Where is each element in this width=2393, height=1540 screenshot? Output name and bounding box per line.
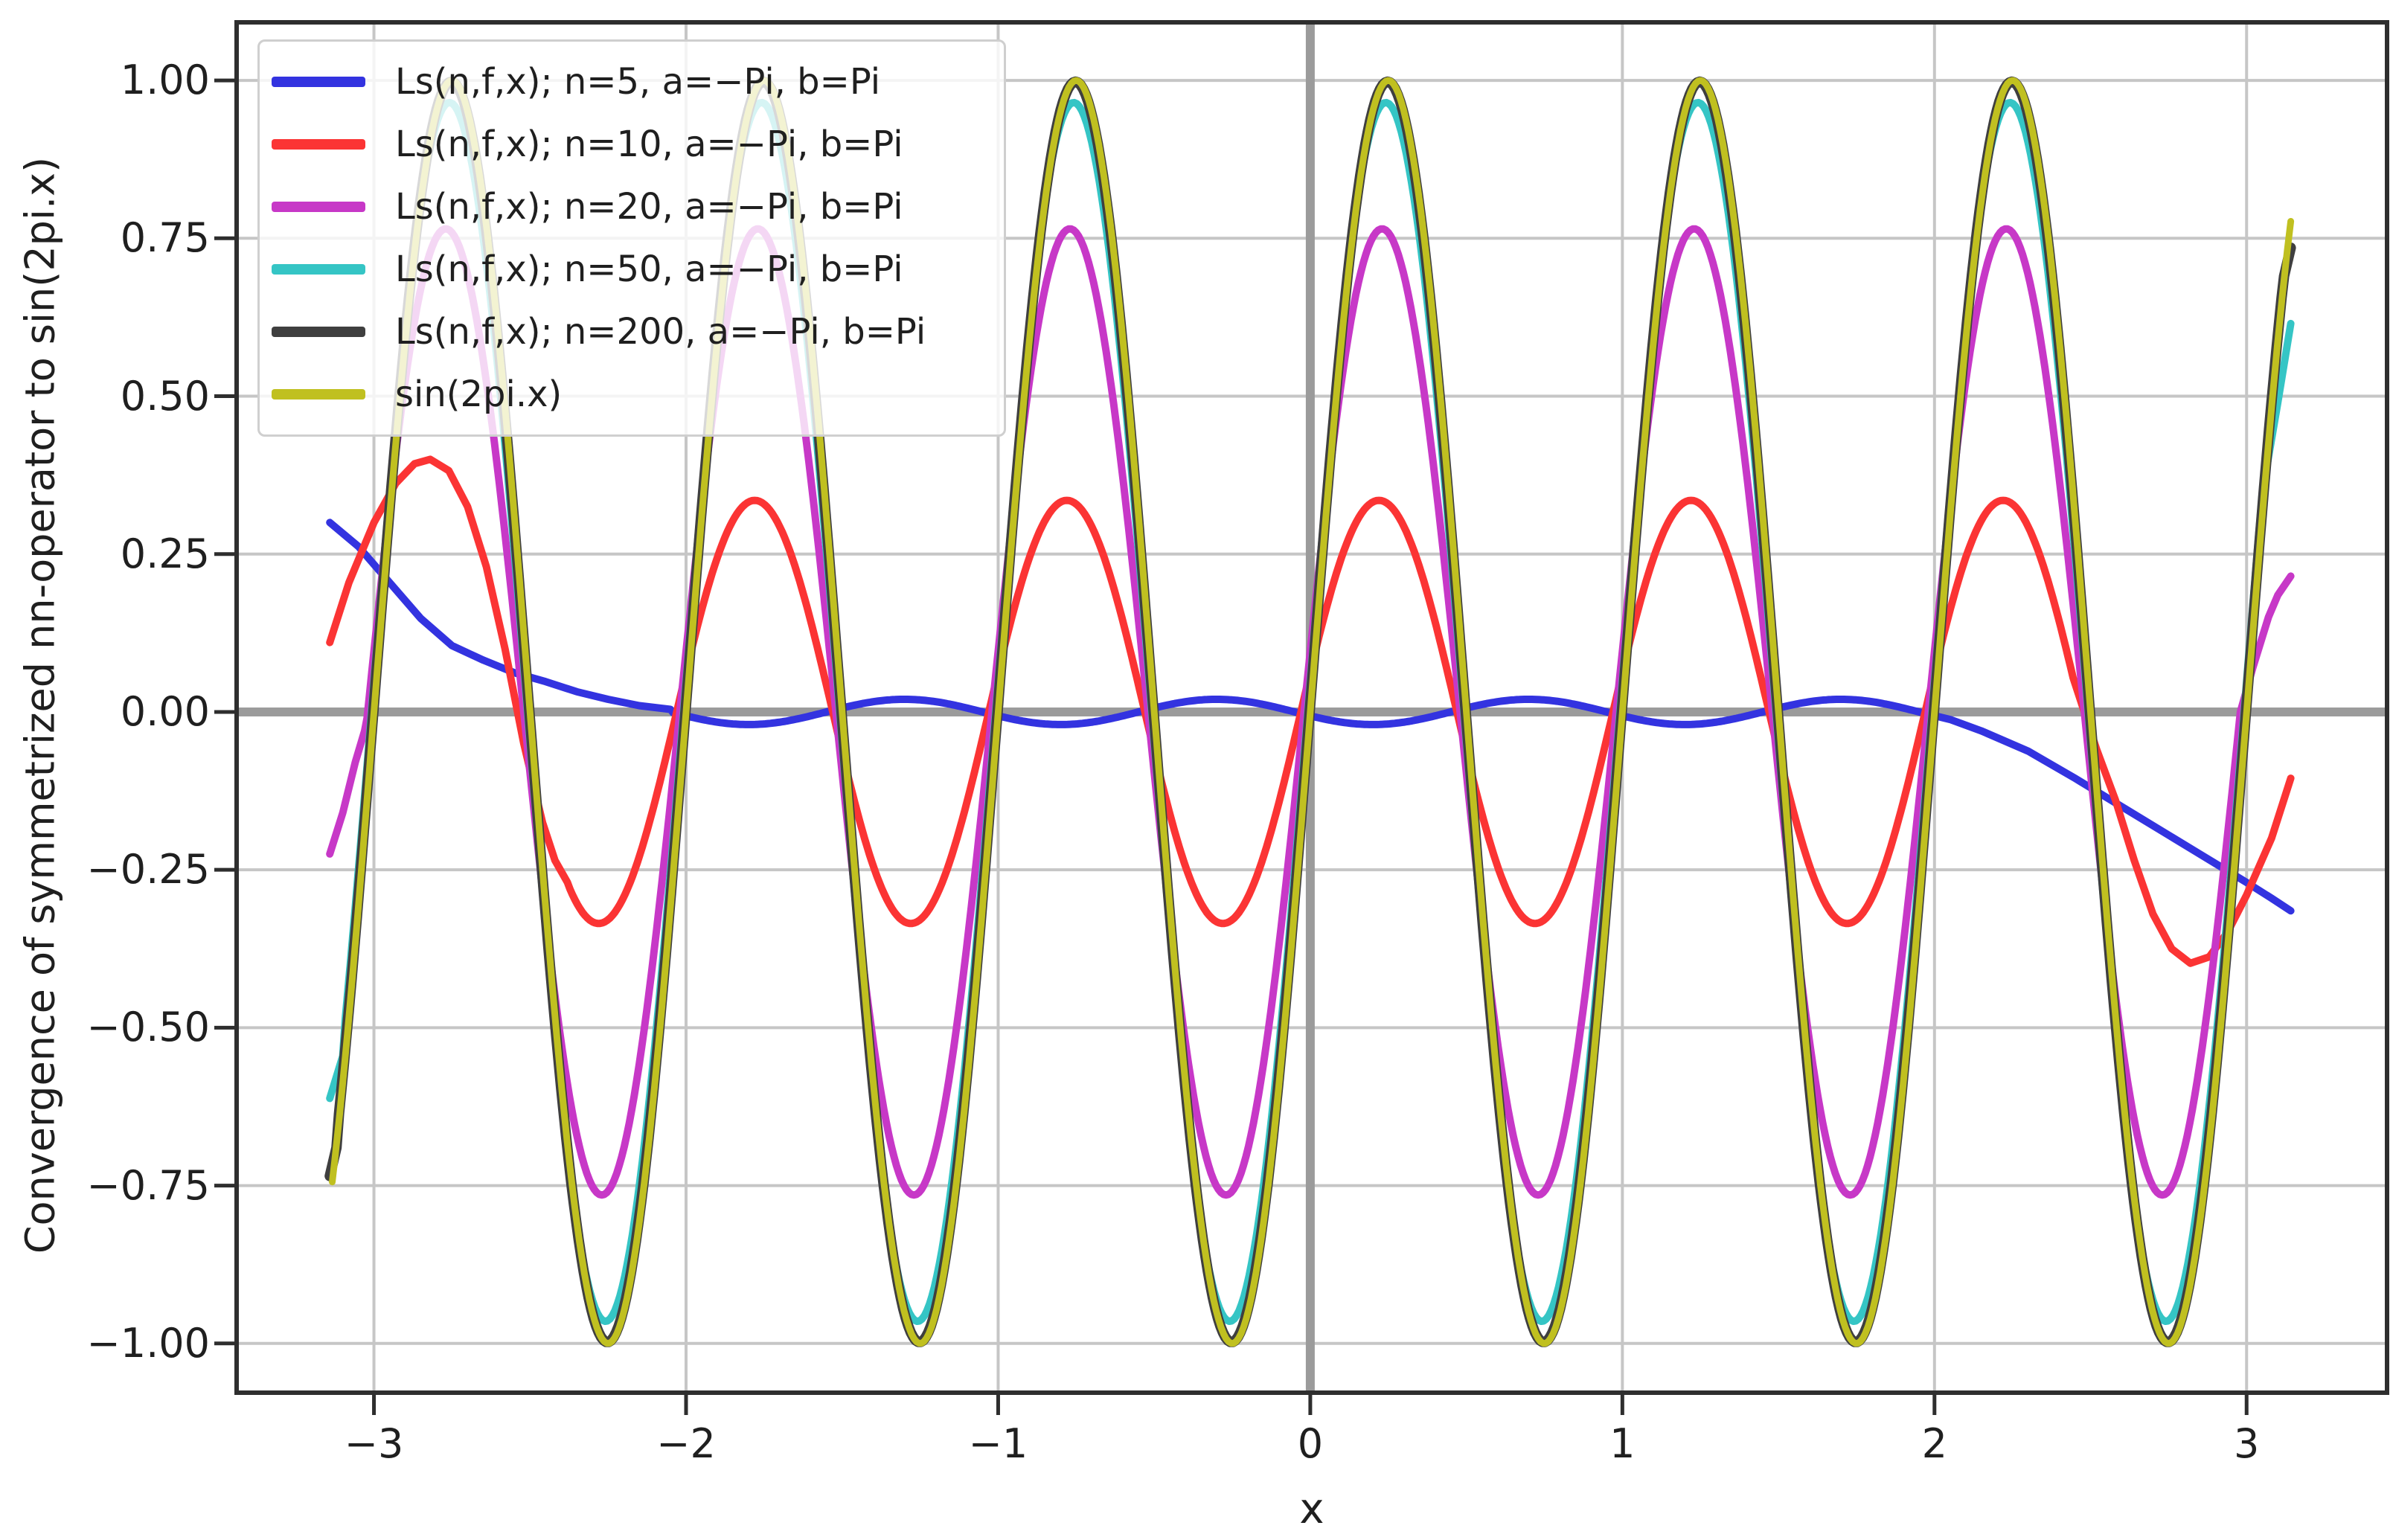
legend-label: Ls(n,f,x); n=10, a=−Pi, b=Pi [395,123,903,165]
legend-swatch-n50 [272,264,365,275]
legend-swatch-n200 [272,327,365,337]
y-tick-label: 0.50 [120,372,210,420]
legend-entry: Ls(n,f,x); n=200, a=−Pi, b=Pi [272,301,989,363]
y-tick-label: −0.25 [86,846,210,893]
legend-entry: Ls(n,f,x); n=20, a=−Pi, b=Pi [272,176,989,238]
x-tick-label: 1 [1609,1420,1636,1467]
legend-label: Ls(n,f,x); n=50, a=−Pi, b=Pi [395,248,903,290]
legend-label: Ls(n,f,x); n=200, a=−Pi, b=Pi [395,311,926,353]
legend-label: Ls(n,f,x); n=5, a=−Pi, b=Pi [395,61,881,103]
legend-entry: sin(2pi.x) [272,363,989,426]
legend-entry: Ls(n,f,x); n=5, a=−Pi, b=Pi [272,51,989,113]
x-tick-label: 2 [1921,1420,1947,1467]
y-tick-label: 0.00 [120,687,210,735]
legend-swatch-n20 [272,202,365,212]
y-tick-label: 0.75 [120,214,210,262]
x-tick-label: 0 [1297,1420,1324,1467]
y-tick-label: −1.00 [86,1319,210,1367]
legend-entry: Ls(n,f,x); n=50, a=−Pi, b=Pi [272,238,989,301]
legend: Ls(n,f,x); n=5, a=−Pi, b=Pi Ls(n,f,x); n=… [257,39,1006,437]
x-axis-label: x [1299,1485,1324,1533]
x-tick-label: −1 [968,1420,1028,1467]
x-tick-label: 3 [2234,1420,2260,1467]
x-tick-label: −2 [656,1420,716,1467]
legend-label: sin(2pi.x) [395,373,563,415]
y-tick-label: −0.75 [86,1161,210,1209]
legend-swatch-n10 [272,139,365,150]
y-tick-label: 0.25 [120,530,210,577]
legend-entry: Ls(n,f,x); n=10, a=−Pi, b=Pi [272,113,989,176]
curve-n5 [326,519,2295,915]
curve-sin [329,77,2295,1347]
legend-swatch-sin [272,389,365,400]
y-tick-label: −0.50 [86,1004,210,1051]
x-tick-label: −3 [344,1420,404,1467]
legend-label: Ls(n,f,x); n=20, a=−Pi, b=Pi [395,186,903,228]
y-tick-label: 1.00 [120,57,210,104]
legend-swatch-n5 [272,77,365,87]
